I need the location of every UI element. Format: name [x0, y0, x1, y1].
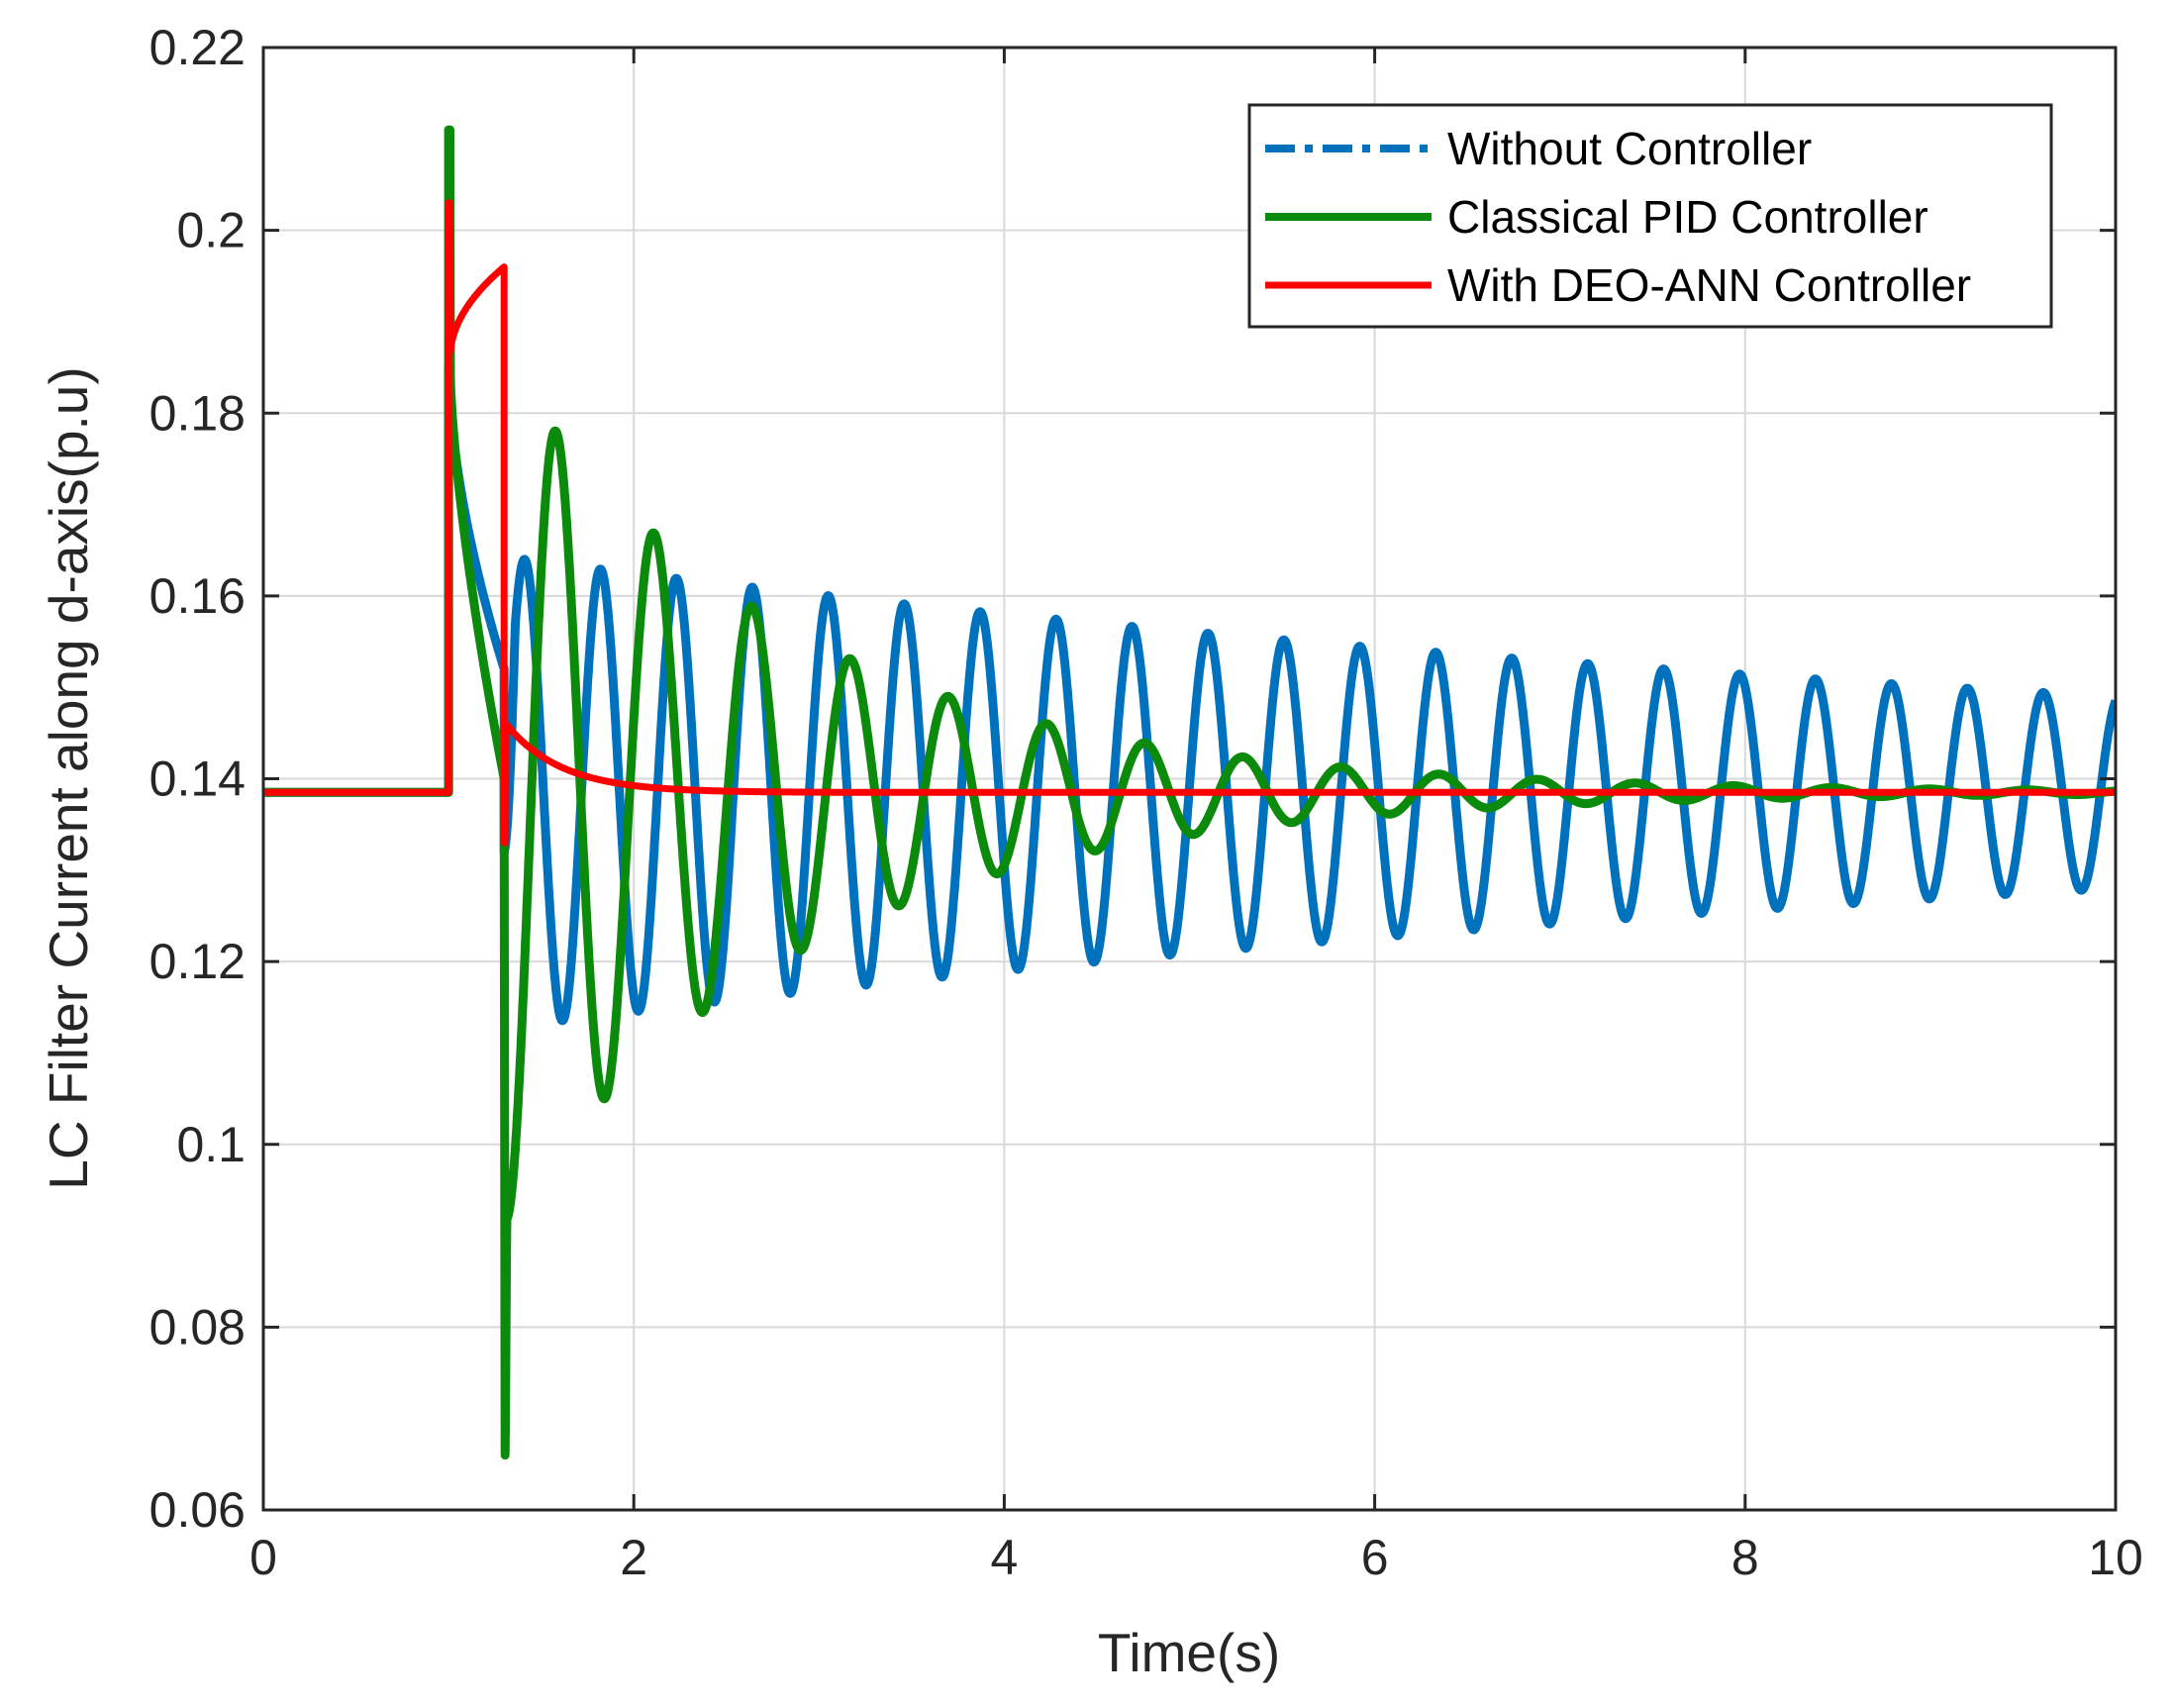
y-tick-label: 0.1: [176, 1117, 246, 1172]
x-tick-label: 6: [1361, 1530, 1389, 1585]
y-tick-label: 0.18: [149, 385, 246, 441]
legend-label-without-controller: Without Controller: [1447, 123, 1812, 174]
x-tick-label: 0: [249, 1530, 277, 1585]
x-tick-label: 8: [1731, 1530, 1759, 1585]
series-line-deo-ann: [263, 199, 2116, 847]
y-tick-label: 0.06: [149, 1482, 246, 1538]
x-tick-label: 2: [620, 1530, 647, 1585]
series-layer: [263, 125, 2116, 1460]
y-axis-label: LC Filter Current along d-axis(p.u): [38, 366, 99, 1189]
x-axis-label: Time(s): [1098, 1622, 1280, 1683]
y-tick-label: 0.16: [149, 568, 246, 624]
legend-label-deo-ann: With DEO-ANN Controller: [1447, 259, 1971, 311]
y-tick-label: 0.08: [149, 1299, 246, 1355]
y-tick-label: 0.14: [149, 752, 246, 807]
axis-ticks: [261, 46, 2118, 1512]
legend-label-classical-pid: Classical PID Controller: [1447, 191, 1928, 243]
y-tick-label: 0.2: [176, 203, 246, 258]
x-tick-label: 4: [990, 1530, 1018, 1585]
x-tick-label: 10: [2088, 1530, 2143, 1585]
legend: Without Controller Classical PID Control…: [1247, 103, 2053, 329]
y-tick-label: 0.12: [149, 934, 246, 989]
y-tick-label: 0.22: [149, 20, 246, 75]
axis-tick-labels: 0 2 4 6 8 10 0.06 0.08 0.1 0.12 0.14 0.16 0.18 0.2 0.2…: [149, 20, 2143, 1585]
